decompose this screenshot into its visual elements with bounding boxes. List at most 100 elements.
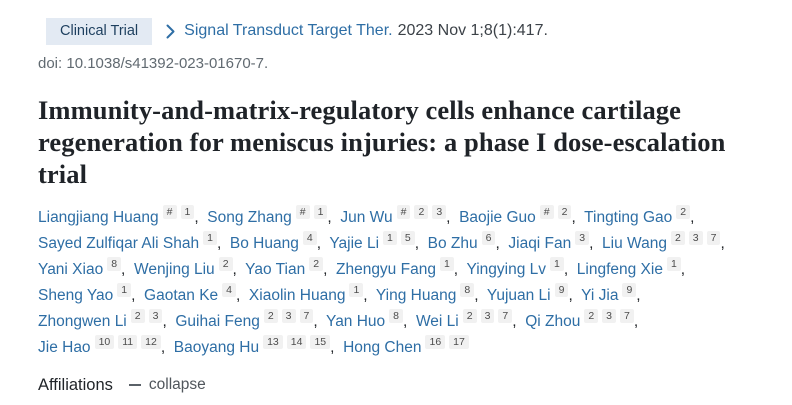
author-link[interactable]: Liangjiang Huang — [38, 208, 159, 226]
author-affiliation-sup[interactable]: 2 — [462, 308, 477, 323]
affiliations-heading: Affiliations — [38, 375, 113, 394]
author-affiliation-sup[interactable]: 9 — [622, 282, 637, 297]
author-link[interactable]: Jie Hao — [38, 338, 91, 356]
author-affiliation-sup[interactable]: 3 — [148, 308, 163, 323]
author-affiliation-sup[interactable]: 3 — [432, 204, 447, 219]
author-affiliation-sup[interactable]: 8 — [107, 256, 122, 271]
author-affiliation-sup[interactable]: 4 — [302, 230, 317, 245]
author-affiliation-sup[interactable]: 15 — [310, 334, 331, 349]
author-affiliation-sup[interactable]: # — [162, 204, 177, 219]
author-link[interactable]: Wei Li — [415, 312, 459, 330]
citation-text: 2023 Nov 1;8(1):417. — [397, 22, 548, 40]
author-affiliation-sup[interactable]: 8 — [389, 308, 404, 323]
journal-link[interactable]: Signal Transduct Target Ther. — [184, 22, 393, 40]
author-affiliation-sup[interactable]: 2 — [676, 204, 691, 219]
author-link[interactable]: Hong Chen — [343, 338, 422, 356]
author-affiliation-sup[interactable]: 16 — [425, 334, 446, 349]
author-link[interactable]: Song Zhang — [207, 208, 292, 226]
author-separator: , — [160, 338, 174, 356]
author-separator: , — [194, 208, 208, 226]
affiliations-collapse-toggle[interactable]: collapse — [128, 376, 206, 394]
author-affiliation-sup[interactable]: 6 — [481, 230, 496, 245]
author-link[interactable]: Liu Wang — [602, 234, 667, 252]
author-affiliation-sup[interactable]: 5 — [400, 230, 415, 245]
author-link[interactable]: Ying Huang — [375, 286, 457, 304]
author-affiliation-sup[interactable]: 17 — [449, 334, 469, 349]
author-link[interactable]: Sayed Zulfiqar Ali Shah — [38, 234, 200, 252]
author-affiliation-sup[interactable]: 4 — [222, 282, 236, 297]
author-link[interactable]: Gaotan Ke — [144, 286, 219, 304]
author-affiliation-sup[interactable]: 12 — [141, 334, 161, 349]
author-affiliation-sup[interactable]: 2 — [584, 308, 599, 323]
author-affiliation-sup[interactable]: 1 — [439, 256, 454, 271]
author-affiliation-sup[interactable]: 14 — [286, 334, 307, 349]
author-affiliation-sup[interactable]: 3 — [480, 308, 495, 323]
author-item: Guihai Feng 2 3 7 — [175, 308, 314, 330]
author-link[interactable]: Wenjing Liu — [133, 260, 215, 278]
author-link[interactable]: Zhongwen Li — [38, 312, 127, 330]
author-affiliation-sup[interactable]: 10 — [94, 334, 115, 349]
author-item: Yani Xiao 8 — [38, 256, 122, 278]
author-separator: , — [720, 234, 730, 252]
author-affiliation-sup[interactable]: 2 — [130, 308, 145, 323]
author-link[interactable]: Guihai Feng — [175, 312, 260, 330]
author-affiliation-sup[interactable]: 1 — [550, 256, 564, 271]
author-link[interactable]: Zhengyu Fang — [335, 260, 436, 278]
author-affiliation-sup[interactable]: 9 — [554, 282, 569, 297]
author-affiliation-sup[interactable]: 1 — [383, 230, 397, 245]
author-affiliation-sup[interactable]: # — [539, 204, 554, 219]
author-item: Qi Zhou 2 3 7 — [525, 308, 634, 330]
author-affiliation-sup[interactable]: 1 — [666, 256, 681, 271]
author-affiliation-sup[interactable]: 2 — [218, 256, 233, 271]
author-affiliation-sup[interactable]: 2 — [263, 308, 278, 323]
author-affiliation-sup[interactable]: 1 — [203, 230, 217, 245]
author-affiliation-sup[interactable]: 7 — [706, 230, 721, 245]
author-affiliation-sup[interactable]: 3 — [575, 230, 590, 245]
author-link[interactable]: Jun Wu — [340, 208, 393, 226]
author-link[interactable]: Xiaolin Huang — [248, 286, 346, 304]
author-link[interactable]: Bo Huang — [229, 234, 299, 252]
author-link[interactable]: Yajie Li — [329, 234, 380, 252]
author-affiliation-sup[interactable]: 2 — [309, 256, 324, 271]
author-link[interactable]: Yao Tian — [245, 260, 306, 278]
author-link[interactable]: Yujuan Li — [486, 286, 551, 304]
author-affiliation-sup[interactable]: 3 — [602, 308, 617, 323]
author-affiliation-sup[interactable]: 1 — [117, 282, 132, 297]
author-link[interactable]: Baojie Guo — [459, 208, 536, 226]
author-separator: , — [453, 260, 467, 278]
author-separator: , — [446, 208, 460, 226]
author-item: Song Zhang #1 — [207, 204, 328, 226]
author-link[interactable]: Tingting Gao — [584, 208, 673, 226]
author-affiliation-sup[interactable]: 7 — [498, 308, 513, 323]
author-item: Wenjing Liu 2 — [133, 256, 233, 278]
author-affiliation-sup[interactable]: 2 — [414, 204, 429, 219]
author-affiliation-sup[interactable]: 3 — [281, 308, 296, 323]
author-link[interactable]: Yan Huo — [326, 312, 386, 330]
chevron-right-icon — [166, 24, 175, 39]
author-link[interactable]: Lingfeng Xie — [576, 260, 663, 278]
article-header-page: Clinical Trial Signal Transduct Target T… — [38, 18, 730, 394]
author-affiliation-sup[interactable]: # — [396, 204, 411, 219]
author-link[interactable]: Jiaqi Fan — [508, 234, 572, 252]
author-link[interactable]: Yi Jia — [581, 286, 619, 304]
author-affiliation-sup[interactable]: 1 — [180, 204, 195, 219]
author-affiliation-sup[interactable]: 11 — [118, 334, 138, 349]
author-affiliation-sup[interactable]: 1 — [313, 204, 328, 219]
author-affiliation-sup[interactable]: 2 — [670, 230, 685, 245]
author-affiliation-sup[interactable]: 7 — [299, 308, 314, 323]
author-link[interactable]: Yani Xiao — [38, 260, 104, 278]
author-affiliation-sup[interactable]: # — [295, 204, 310, 219]
author-item: Gaotan Ke 4 — [144, 282, 236, 304]
author-affiliation-sup[interactable]: 3 — [688, 230, 703, 245]
author-affiliation-sup[interactable]: 1 — [349, 282, 364, 297]
author-affiliation-sup[interactable]: 2 — [557, 204, 572, 219]
author-link[interactable]: Sheng Yao — [38, 286, 114, 304]
author-link[interactable]: Qi Zhou — [525, 312, 581, 330]
author-link[interactable]: Bo Zhu — [427, 234, 478, 252]
author-separator: , — [313, 312, 326, 330]
author-link[interactable]: Baoyang Hu — [173, 338, 260, 356]
author-link[interactable]: Yingying Lv — [466, 260, 546, 278]
author-affiliation-sup[interactable]: 7 — [620, 308, 634, 323]
author-affiliation-sup[interactable]: 13 — [263, 334, 283, 349]
author-affiliation-sup[interactable]: 8 — [460, 282, 475, 297]
